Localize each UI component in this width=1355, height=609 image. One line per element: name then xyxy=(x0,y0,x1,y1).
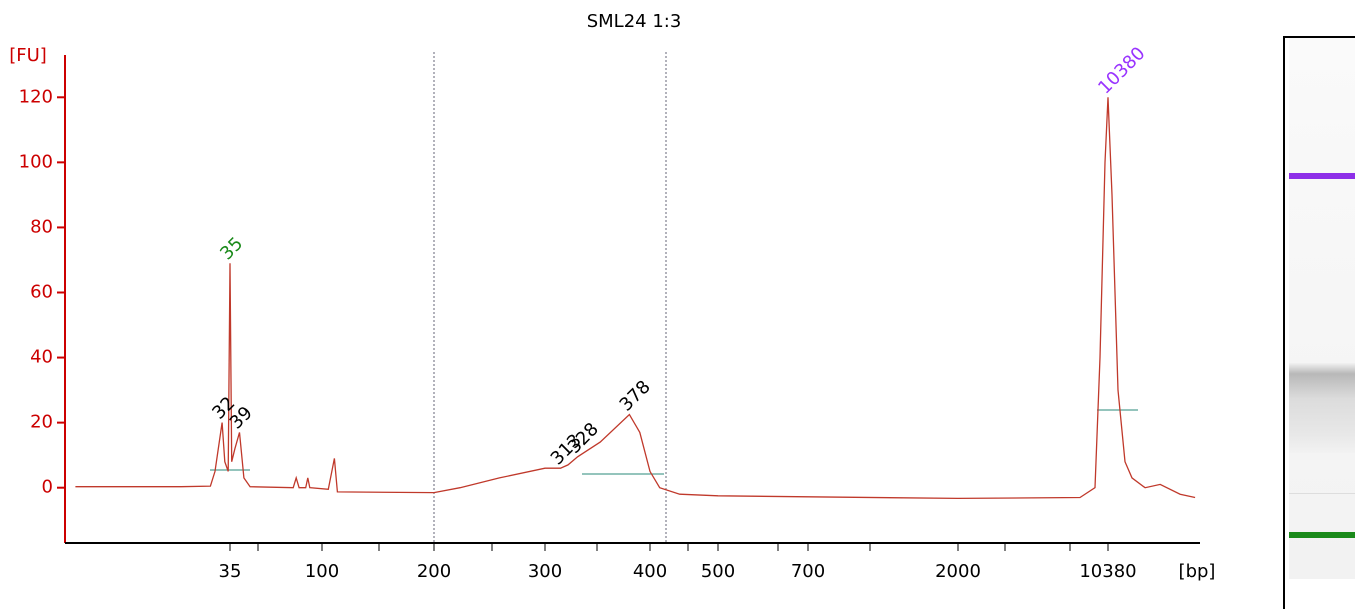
gel-lane xyxy=(1283,36,1355,609)
chart-title: SML24 1:3 xyxy=(587,11,682,32)
gel-band-faint xyxy=(1289,493,1355,494)
x-axis-label: [bp] xyxy=(1179,561,1216,582)
x-tick-label: 700 xyxy=(791,561,825,582)
x-tick-label: 400 xyxy=(633,561,667,582)
x-tick-label: 35 xyxy=(219,561,242,582)
peak-label: 378 xyxy=(616,376,655,415)
peak-label: 35 xyxy=(216,233,247,264)
minor-ticks xyxy=(257,543,1071,551)
gel-band-upper xyxy=(1289,173,1355,179)
trace xyxy=(75,97,1196,500)
y-tick-label: 40 xyxy=(30,347,53,368)
y-tick-label: 60 xyxy=(30,281,53,302)
y-tick-label: 20 xyxy=(30,412,53,433)
gel-band-lower xyxy=(1289,532,1355,538)
gel-background xyxy=(1289,38,1355,579)
x-tick-label: 500 xyxy=(701,561,735,582)
chart: SML24 1:3 [FU] [bp] 0 20 40 60 80 100 120 35 100… xyxy=(9,11,1216,582)
peak-label: 10380 xyxy=(1094,43,1149,98)
y-tick-label: 80 xyxy=(30,216,53,237)
y-tick-label: 120 xyxy=(19,86,53,107)
x-tick-label: 10380 xyxy=(1079,561,1136,582)
y-axis-label: [FU] xyxy=(9,45,47,66)
x-tick-label: 300 xyxy=(528,561,562,582)
y-tick-label: 100 xyxy=(19,151,53,172)
x-tick-label: 100 xyxy=(305,561,339,582)
x-tick-label: 200 xyxy=(417,561,451,582)
x-tick-label: 2000 xyxy=(935,561,981,582)
y-tick-label: 0 xyxy=(42,477,53,498)
gel-smear xyxy=(1289,363,1355,453)
